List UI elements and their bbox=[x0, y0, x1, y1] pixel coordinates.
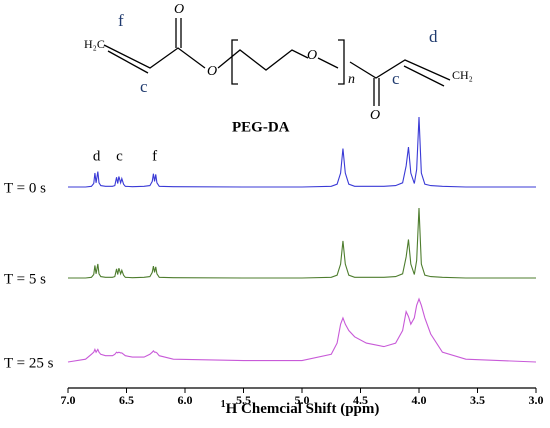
label: c bbox=[140, 77, 148, 96]
superscript: 1 bbox=[221, 399, 226, 410]
x-tick-label: 3.0 bbox=[529, 393, 544, 407]
bond bbox=[103, 44, 206, 69]
series-label: T = 0 s bbox=[4, 180, 46, 196]
structure: H₂C f c O O O n O c d CH₂ PEG-DA bbox=[84, 2, 473, 135]
peak-label: c bbox=[116, 148, 123, 164]
spectrum bbox=[68, 116, 536, 188]
series-label: T = 5 s bbox=[4, 271, 46, 287]
label: d bbox=[429, 27, 438, 46]
bracket bbox=[338, 39, 345, 85]
chain bbox=[217, 49, 309, 71]
atom: O bbox=[174, 2, 184, 17]
bond bbox=[107, 50, 149, 74]
x-tick-label: 6.0 bbox=[178, 393, 193, 407]
atom: CH₂ bbox=[452, 68, 473, 82]
label: c bbox=[392, 69, 400, 88]
bond bbox=[403, 65, 445, 87]
atom: O bbox=[370, 108, 380, 123]
x-tick-label: 5.5 bbox=[236, 393, 251, 407]
compound-name: PEG-DA bbox=[232, 119, 290, 135]
atom: H₂C bbox=[84, 37, 105, 51]
bond bbox=[349, 59, 451, 81]
series-label: T = 25 s bbox=[4, 355, 54, 371]
x-tick-label: 4.0 bbox=[412, 393, 427, 407]
peak-label: f bbox=[152, 148, 157, 164]
bracket bbox=[231, 39, 238, 85]
atom: O bbox=[307, 48, 317, 63]
spectrum bbox=[68, 207, 536, 279]
chain bbox=[317, 57, 339, 69]
x-tick-label: 7.0 bbox=[61, 393, 76, 407]
x-tick-label: 5.0 bbox=[295, 393, 310, 407]
peak-label: d bbox=[93, 148, 101, 164]
spectrum bbox=[67, 297, 537, 363]
atom: n bbox=[348, 72, 355, 87]
x-axis-text: H Chemcial Shift (ppm) bbox=[226, 401, 380, 417]
atom: O bbox=[207, 64, 217, 79]
x-tick-label: 4.5 bbox=[353, 393, 368, 407]
label: f bbox=[118, 11, 124, 30]
x-tick-label: 3.5 bbox=[470, 393, 485, 407]
x-tick-label: 6.5 bbox=[119, 393, 134, 407]
x-axis-title: 1H Chemcial Shift (ppm) bbox=[221, 399, 380, 417]
